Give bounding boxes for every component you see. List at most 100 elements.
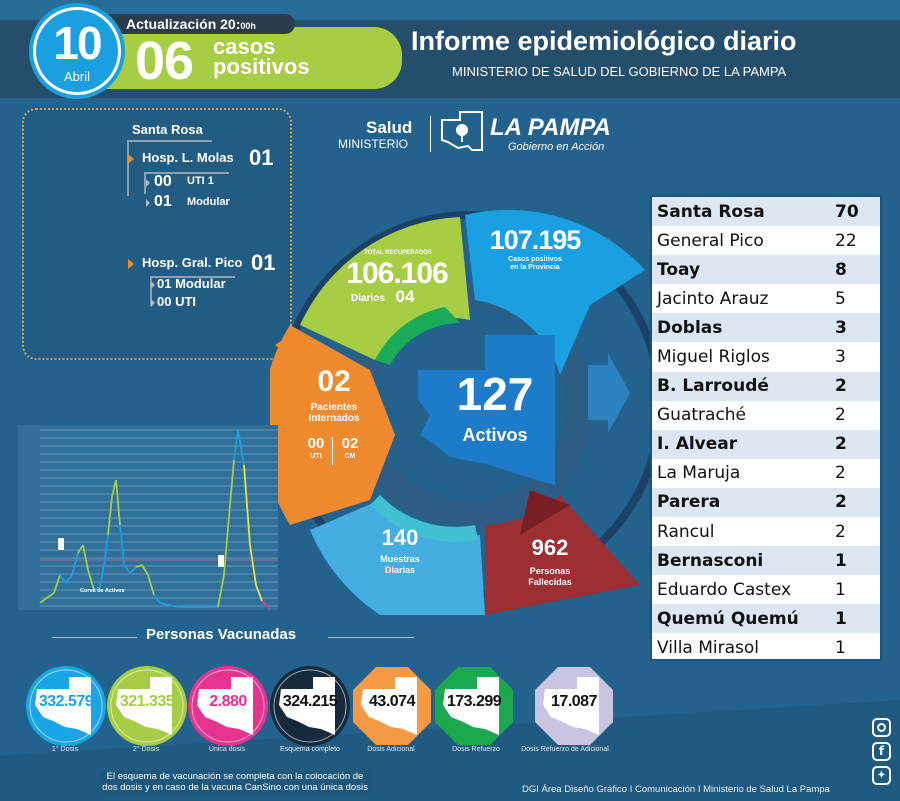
province-map-icon (441, 111, 483, 151)
vaccine-label: 1° Dosis (51, 746, 79, 753)
locality-value: 2 (835, 492, 847, 513)
locality-name: Jacinto Arauz (657, 288, 769, 309)
hospital-2-sub-2-label: UTI (175, 294, 197, 309)
daily-cases-label-2: positivos (213, 54, 310, 79)
active-label: Activos (462, 425, 528, 445)
ministry-logo: Salud MINISTERIO LA PAMPA Gobierno en Ac… (338, 106, 628, 166)
locality-value: 1 (835, 550, 847, 571)
curve-segment (99, 564, 105, 588)
samples-segment (310, 500, 485, 615)
vaccine-label: Dosis Adicional (367, 746, 415, 753)
report-subtitle: MINISTERIO DE SALUD DEL GOBIERNO DE LA P… (452, 64, 787, 79)
curve-segment (261, 600, 271, 610)
curve-segment (65, 574, 73, 584)
curve-segment (249, 544, 257, 586)
hospital-city: Santa Rosa (132, 122, 203, 137)
hospital-1-total: 01 (249, 145, 274, 170)
locality-value: 2 (835, 434, 847, 455)
badge-shape (353, 667, 431, 745)
curve-segment (243, 464, 251, 546)
locality-row: Toay 8 (652, 255, 880, 285)
locality-row: Parera 2 (652, 487, 880, 518)
uti-label: UTI (310, 453, 322, 460)
province-shape (418, 335, 555, 485)
curve-segment (223, 504, 231, 576)
locality-row: Eduardo Castex 1 (652, 575, 880, 604)
arrow-icon (151, 281, 155, 289)
vaccination-note-2: dos dosis y en caso de la vacuna CanSino… (102, 782, 368, 793)
samples-label-2: Diarias (384, 565, 416, 575)
summary-donut: TOTAL RECUPERADOS 106.106 Diarios 04 107… (270, 195, 650, 615)
vaccine-count: 324.215 (282, 693, 338, 710)
badge-shape (107, 666, 187, 746)
positives-total: 107.195 (489, 225, 582, 255)
hospital-1-sub-1-label: UTI 1 (187, 175, 214, 187)
vaccine-count: 321.335 (119, 693, 175, 710)
vaccination-note: El esquema de vacunación se completa con… (100, 771, 370, 793)
chart-marker (58, 538, 64, 550)
curve-segment (123, 564, 131, 574)
locality-row: Doblas 3 (652, 313, 880, 343)
vaccinated-title: Personas Vacunadas (146, 626, 297, 643)
daily-cases-banner (100, 27, 402, 89)
curve-segment (77, 544, 84, 554)
curve-segment (103, 534, 109, 566)
vaccine-label: Dosis Refuerzo de Adicional (521, 746, 609, 753)
recovered-daily: 04 (395, 287, 415, 306)
locality-name: Quemú Quemú (657, 608, 799, 629)
logo-ministerio: MINISTERIO (338, 137, 409, 151)
curve-segment (233, 429, 239, 461)
positives-label-1: Casos positivos (508, 256, 562, 263)
locality-name: Rancul (657, 521, 715, 542)
locality-name: Toay (657, 259, 701, 280)
locality-name: Miguel Riglos (657, 347, 770, 368)
curve-segment (93, 586, 101, 591)
vaccine-badge: 332.579 (25, 665, 107, 747)
active-curve-chart: Curva de Activos (18, 425, 278, 610)
locality-row: General Pico 22 (652, 226, 880, 255)
vaccine-count: 17.087 (551, 693, 597, 710)
update-time: Actualización 20:00h (100, 14, 295, 34)
locality-row: Jacinto Arauz 5 (652, 284, 880, 313)
locality-value: 8 (835, 259, 847, 280)
hospital-panel: Santa Rosa Hosp. L. Molas 01 00 UTI 1 01… (22, 108, 292, 360)
locality-value: 2 (835, 405, 846, 426)
curve-segment (71, 552, 79, 576)
deaths-count: 962 (531, 535, 569, 560)
locality-value: 3 (835, 347, 846, 368)
curve-segment (255, 584, 263, 602)
curve-segment (147, 574, 155, 596)
hospitalized-segment (270, 325, 395, 525)
vaccine-badge: 324.215 (269, 665, 351, 747)
arrow-right-icon (588, 353, 630, 433)
curve-segment (115, 479, 121, 526)
footer-credits: DGI Área Diseño Gráfico I Comunicación I… (522, 784, 830, 795)
locality-name: General Pico (657, 230, 764, 251)
locality-value: 70 (835, 201, 859, 222)
update-suffix: 00h (240, 21, 256, 31)
locality-row: Villa Mirasol 1 (652, 633, 880, 662)
instagram-icon[interactable] (872, 718, 891, 737)
hospital-2-sub-2: 00 UTI (157, 294, 196, 309)
recovered-segment (300, 217, 470, 360)
locality-row: I. Alvear 2 (652, 429, 880, 459)
hospital-1-sub-1-value: 00 (154, 173, 172, 190)
divider (52, 637, 137, 638)
locality-name: Villa Mirasol (657, 637, 760, 658)
curve-segment (217, 574, 225, 608)
facebook-icon[interactable]: f (872, 742, 891, 761)
locality-row: Miguel Riglos 3 (652, 342, 880, 371)
twitter-icon[interactable]: ✦ (872, 766, 891, 785)
badge-shape (26, 666, 106, 746)
update-label: Actualización 20: (126, 16, 241, 32)
positives-segment (465, 209, 645, 375)
hospital-2-sub-1: 01 Modular (157, 276, 226, 291)
cm-label: CM (344, 453, 356, 460)
locality-value: 1 (835, 608, 847, 629)
locality-value: 1 (835, 637, 846, 658)
curve-segment (59, 574, 67, 584)
locality-name: Guatraché (657, 405, 747, 426)
locality-value: 2 (835, 463, 846, 484)
curve-segment (129, 566, 137, 574)
positives-label-2: en la Provincia (510, 264, 560, 271)
